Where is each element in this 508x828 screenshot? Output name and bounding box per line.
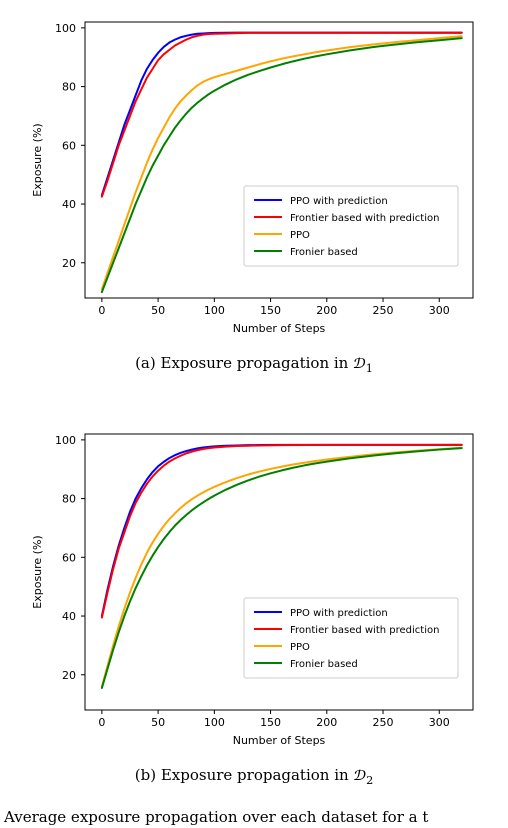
y-tick-label: 60 xyxy=(62,139,76,152)
series-line xyxy=(102,33,462,197)
x-tick-label: 250 xyxy=(373,304,394,317)
y-tick-label: 20 xyxy=(62,669,76,682)
x-axis-label: Number of Steps xyxy=(233,322,326,335)
x-tick-label: 200 xyxy=(316,304,337,317)
x-tick-label: 50 xyxy=(151,304,165,317)
y-axis-label: Exposure (%) xyxy=(31,535,44,608)
legend-label: PPO with prediction xyxy=(290,196,388,207)
caption-math: 𝒟 xyxy=(353,357,366,372)
chart-a-wrap: 0 50 100 150 200 250 300 20 40 60 80 100 Number of S… xyxy=(0,8,508,348)
legend-label: Frontier based with prediction xyxy=(290,213,439,224)
x-tick-label: 100 xyxy=(204,304,225,317)
x-tick-label: 100 xyxy=(204,716,225,729)
y-tick-label: 40 xyxy=(62,610,76,623)
x-axis-label: Number of Steps xyxy=(233,734,326,747)
chart-b-svg: 0 50 100 150 200 250 300 20 40 60 80 100 Number of S… xyxy=(0,420,508,760)
legend-label: Frontier based with prediction xyxy=(290,625,439,636)
caption-text: (a) Exposure propagation in xyxy=(135,354,353,372)
chart-a-caption: (a) Exposure propagation in 𝒟1 xyxy=(0,354,508,375)
x-tick-label: 300 xyxy=(429,716,450,729)
y-tick-label: 80 xyxy=(62,493,76,506)
y-tick-label: 100 xyxy=(55,22,76,35)
y-tick-label: 60 xyxy=(62,551,76,564)
x-tick-label: 300 xyxy=(429,304,450,317)
legend-label: Fronier based xyxy=(290,659,358,670)
caption-subscript: 1 xyxy=(366,362,373,375)
page: { "figure": { "width_px": 508, "height_p… xyxy=(0,0,508,828)
y-tick-label: 20 xyxy=(62,257,76,270)
chart-panel-b: 0 50 100 150 200 250 300 20 40 60 80 100 Number of S… xyxy=(0,420,508,787)
series-line xyxy=(102,33,462,196)
legend-label: PPO xyxy=(290,642,310,653)
chart-panel-a: 0 50 100 150 200 250 300 20 40 60 80 100 Number of S… xyxy=(0,8,508,375)
x-tick-label: 250 xyxy=(373,716,394,729)
y-tick-label: 80 xyxy=(62,81,76,94)
cropped-body-text: Average exposure propagation over each d… xyxy=(0,808,508,826)
chart-b-caption: (b) Exposure propagation in 𝒟2 xyxy=(0,766,508,787)
legend-label: PPO with prediction xyxy=(290,608,388,619)
x-tick-label: 150 xyxy=(260,304,281,317)
caption-text: (b) Exposure propagation in xyxy=(135,766,354,784)
x-tick-label: 50 xyxy=(151,716,165,729)
x-tick-label: 0 xyxy=(98,716,105,729)
chart-b-wrap: 0 50 100 150 200 250 300 20 40 60 80 100 Number of S… xyxy=(0,420,508,760)
x-tick-label: 200 xyxy=(316,716,337,729)
x-tick-label: 150 xyxy=(260,716,281,729)
caption-math: 𝒟 xyxy=(353,769,366,784)
y-axis-label: Exposure (%) xyxy=(31,123,44,196)
caption-subscript: 2 xyxy=(366,774,373,787)
y-tick-label: 40 xyxy=(62,198,76,211)
y-tick-label: 100 xyxy=(55,434,76,447)
x-tick-label: 0 xyxy=(98,304,105,317)
legend-label: Fronier based xyxy=(290,247,358,258)
chart-a-svg: 0 50 100 150 200 250 300 20 40 60 80 100 Number of S… xyxy=(0,8,508,348)
legend-label: PPO xyxy=(290,230,310,241)
